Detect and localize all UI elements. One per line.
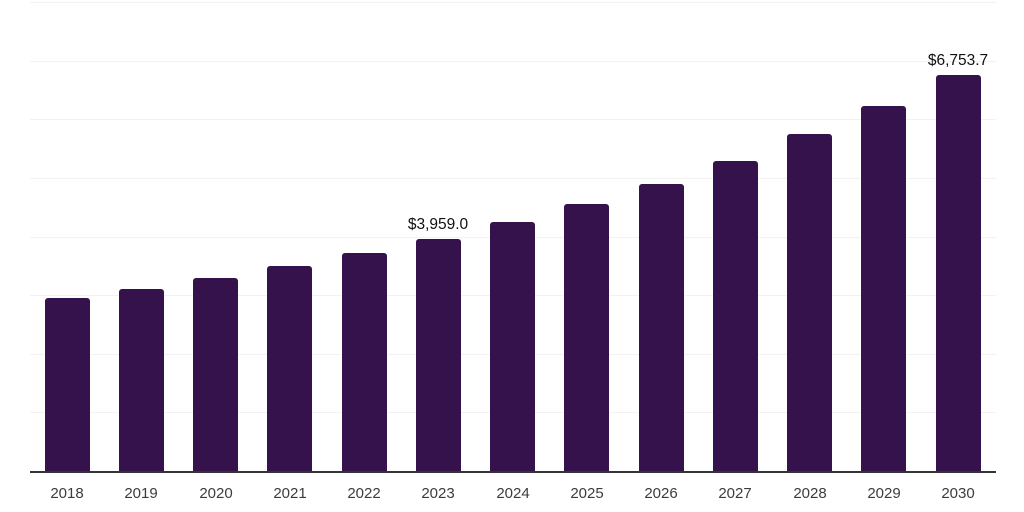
x-tick-2028: 2028 <box>793 485 827 502</box>
bar-2021 <box>267 266 312 471</box>
x-tick-2022: 2022 <box>347 485 381 502</box>
bar-2023 <box>416 239 461 471</box>
gridline-5000 <box>30 178 996 179</box>
bar-2029 <box>861 106 906 471</box>
bar-value-label-2023: $3,959.0 <box>407 216 469 233</box>
bar-2027 <box>713 161 758 471</box>
bar-2022 <box>342 253 387 471</box>
bar-2019 <box>119 289 164 471</box>
x-tick-2018: 2018 <box>50 485 84 502</box>
x-tick-2026: 2026 <box>644 485 678 502</box>
bar-2024 <box>490 222 535 471</box>
bar-2025 <box>564 204 609 471</box>
x-axis-line <box>30 471 996 473</box>
bar-2026 <box>639 184 684 471</box>
x-tick-2021: 2021 <box>273 485 307 502</box>
bar-2030 <box>936 75 981 471</box>
gridline-7000 <box>30 61 996 62</box>
x-tick-2030: 2030 <box>941 485 975 502</box>
gridline-8000 <box>30 2 996 3</box>
x-tick-2020: 2020 <box>199 485 233 502</box>
bar-2028 <box>787 134 832 471</box>
x-tick-2027: 2027 <box>718 485 752 502</box>
gridline-6000 <box>30 119 996 120</box>
x-tick-2029: 2029 <box>867 485 901 502</box>
bar-2018 <box>45 298 90 471</box>
x-tick-2023: 2023 <box>421 485 455 502</box>
bar-2020 <box>193 278 238 471</box>
bar-value-label-2030: $6,753.7 <box>927 52 989 69</box>
x-tick-2024: 2024 <box>496 485 530 502</box>
x-tick-2025: 2025 <box>570 485 604 502</box>
x-tick-2019: 2019 <box>124 485 158 502</box>
